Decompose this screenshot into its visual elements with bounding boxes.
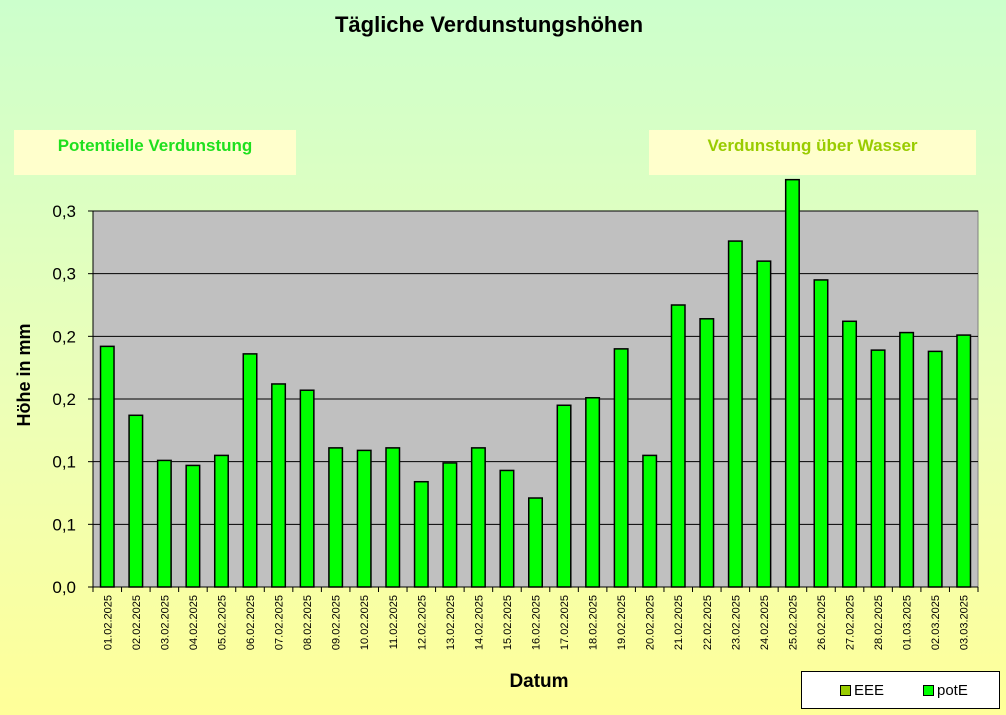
x-axis-ticks: 01.02.2025 02.02.2025 03.02.2025 04.02.2025… bbox=[92, 587, 979, 650]
bar-pote bbox=[613, 348, 629, 588]
x-tick-label: 05.02.2025 bbox=[216, 595, 228, 650]
y-tick-label: 0,1 bbox=[52, 453, 76, 472]
x-tick-label: 20.02.2025 bbox=[645, 595, 657, 650]
bar-pote bbox=[756, 260, 772, 588]
chart-title: Tägliche Verdunstungshöhen bbox=[334, 12, 644, 37]
y-axis-ticks: 0,0 0,1 0,1 0,2 0,2 0,3 0,3 bbox=[52, 202, 93, 597]
bar-pote bbox=[899, 331, 915, 588]
x-tick-label: 28.02.2025 bbox=[873, 595, 885, 650]
bar-pote bbox=[442, 462, 458, 588]
bar-pote bbox=[242, 353, 258, 588]
x-tick-label: 07.02.2025 bbox=[274, 595, 286, 650]
x-tick-label: 09.02.2025 bbox=[331, 595, 343, 650]
bar-pote bbox=[585, 396, 601, 588]
x-tick-label: 26.02.2025 bbox=[816, 595, 828, 650]
x-tick-label: 16.02.2025 bbox=[531, 595, 543, 650]
bar-pote bbox=[813, 279, 829, 588]
bar-pote bbox=[213, 454, 229, 588]
x-tick-label: 15.02.2025 bbox=[502, 595, 514, 650]
bar-pote bbox=[156, 459, 172, 588]
legend-swatch-pote bbox=[923, 685, 934, 696]
bar-pote bbox=[470, 447, 486, 588]
legend-label-eee: EEE bbox=[854, 682, 885, 699]
x-tick-label: 02.02.2025 bbox=[131, 595, 143, 650]
y-tick-label: 0,1 bbox=[52, 515, 76, 534]
x-tick-label: 03.02.2025 bbox=[159, 595, 171, 650]
x-axis-label: Datum bbox=[509, 671, 568, 692]
bar-pote bbox=[842, 320, 858, 588]
bar-pote bbox=[499, 469, 515, 588]
x-tick-label: 21.02.2025 bbox=[673, 595, 685, 650]
bar-pote bbox=[128, 414, 144, 588]
x-tick-label: 02.03.2025 bbox=[930, 595, 942, 650]
x-tick-label: 10.02.2025 bbox=[359, 595, 371, 650]
water-evaporation-box: Verdunstung über Wasser bbox=[649, 130, 976, 175]
y-tick-label: 0,2 bbox=[52, 327, 76, 346]
bar-pote bbox=[727, 240, 743, 588]
bar-series-pote bbox=[99, 178, 972, 588]
legend-item-eee: EEE bbox=[840, 682, 884, 699]
bar-pote bbox=[784, 178, 800, 588]
bar-pote bbox=[556, 404, 572, 588]
y-axis-label: Höhe in mm bbox=[14, 323, 34, 426]
bar-pote bbox=[413, 480, 429, 588]
x-tick-label: 24.02.2025 bbox=[759, 595, 771, 650]
bar-pote bbox=[956, 334, 972, 588]
bar-pote bbox=[870, 349, 886, 588]
x-tick-label: 04.02.2025 bbox=[188, 595, 200, 650]
gridlines bbox=[93, 210, 978, 525]
potential-evaporation-box: Potentielle Verdunstung bbox=[14, 130, 296, 175]
bar-pote bbox=[356, 449, 372, 588]
bar-pote bbox=[185, 464, 201, 588]
x-tick-label: 03.03.2025 bbox=[959, 595, 971, 650]
x-tick-label: 19.02.2025 bbox=[616, 595, 628, 650]
bar-pote bbox=[528, 497, 543, 588]
bar-pote bbox=[699, 318, 715, 588]
x-tick-label: 27.02.2025 bbox=[845, 595, 857, 650]
bar-pote bbox=[642, 454, 658, 588]
x-tick-label: 22.02.2025 bbox=[702, 595, 714, 650]
y-tick-label: 0,3 bbox=[52, 265, 76, 284]
bar-pote bbox=[299, 389, 315, 588]
x-tick-label: 13.02.2025 bbox=[445, 595, 457, 650]
y-tick-label: 0,3 bbox=[52, 202, 76, 221]
x-tick-label: 12.02.2025 bbox=[416, 595, 428, 650]
y-tick-label: 0,0 bbox=[52, 578, 76, 597]
legend-item-pote: potE bbox=[923, 682, 968, 699]
bar-pote bbox=[670, 304, 686, 588]
x-tick-label: 01.02.2025 bbox=[102, 595, 114, 650]
chart-legend: EEE potE bbox=[801, 671, 1000, 709]
legend-swatch-eee bbox=[840, 685, 851, 696]
bar-pote bbox=[99, 345, 115, 588]
x-tick-label: 14.02.2025 bbox=[473, 595, 485, 650]
bar-pote bbox=[328, 447, 344, 588]
bar-pote bbox=[385, 447, 401, 588]
x-tick-label: 25.02.2025 bbox=[787, 595, 799, 650]
x-tick-label: 23.02.2025 bbox=[730, 595, 742, 650]
y-tick-label: 0,2 bbox=[52, 390, 76, 409]
x-tick-label: 06.02.2025 bbox=[245, 595, 257, 650]
x-tick-label: 01.03.2025 bbox=[902, 595, 914, 650]
bar-pote bbox=[271, 383, 287, 588]
bar-pote bbox=[927, 350, 943, 588]
legend-label-pote: potE bbox=[937, 682, 968, 699]
x-tick-label: 17.02.2025 bbox=[559, 595, 571, 650]
x-tick-label: 11.02.2025 bbox=[388, 595, 400, 649]
x-tick-label: 08.02.2025 bbox=[302, 595, 314, 650]
x-tick-label: 18.02.2025 bbox=[588, 595, 600, 650]
